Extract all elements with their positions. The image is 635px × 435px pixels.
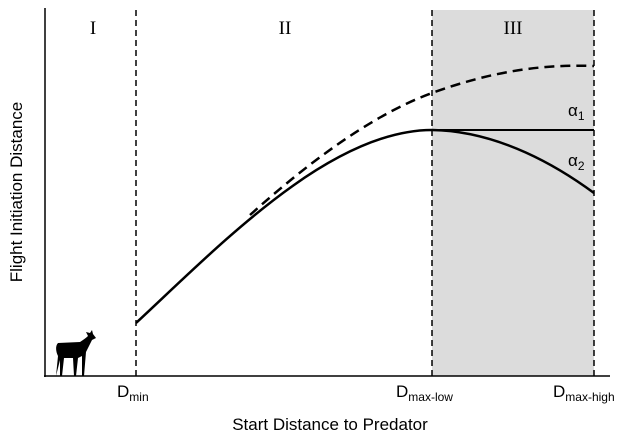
- curve-label: α1: [568, 101, 585, 123]
- x-mark-sub: max-low: [408, 390, 453, 404]
- region-label: III: [504, 18, 523, 39]
- x-mark-main: D: [396, 382, 408, 401]
- x-mark-sub: max-high: [565, 390, 614, 404]
- curve-label: α2: [568, 151, 585, 173]
- region-label: I: [90, 18, 96, 39]
- x-axis-label: Start Distance to Predator: [232, 415, 428, 434]
- deer-icon: [56, 330, 96, 376]
- x-mark-main: D: [553, 382, 565, 401]
- x-mark-label: Dmax-high: [553, 382, 615, 404]
- x-mark-label: Dmax-low: [396, 382, 453, 404]
- x-mark-main: D: [117, 382, 129, 401]
- region-label: II: [279, 18, 292, 39]
- curve-label-main: α: [568, 101, 578, 120]
- curve-label-sub: 2: [578, 159, 585, 173]
- alpha2-curve: [431, 128, 595, 195]
- axes: [44, 8, 610, 377]
- x-mark-sub: min: [129, 390, 148, 404]
- y-axis-label: Flight Initiation Distance: [7, 102, 26, 282]
- solid-curve: [135, 128, 433, 324]
- curve-label-main: α: [568, 151, 578, 170]
- x-mark-label: Dmin: [117, 382, 149, 404]
- curve-label-sub: 1: [578, 109, 585, 123]
